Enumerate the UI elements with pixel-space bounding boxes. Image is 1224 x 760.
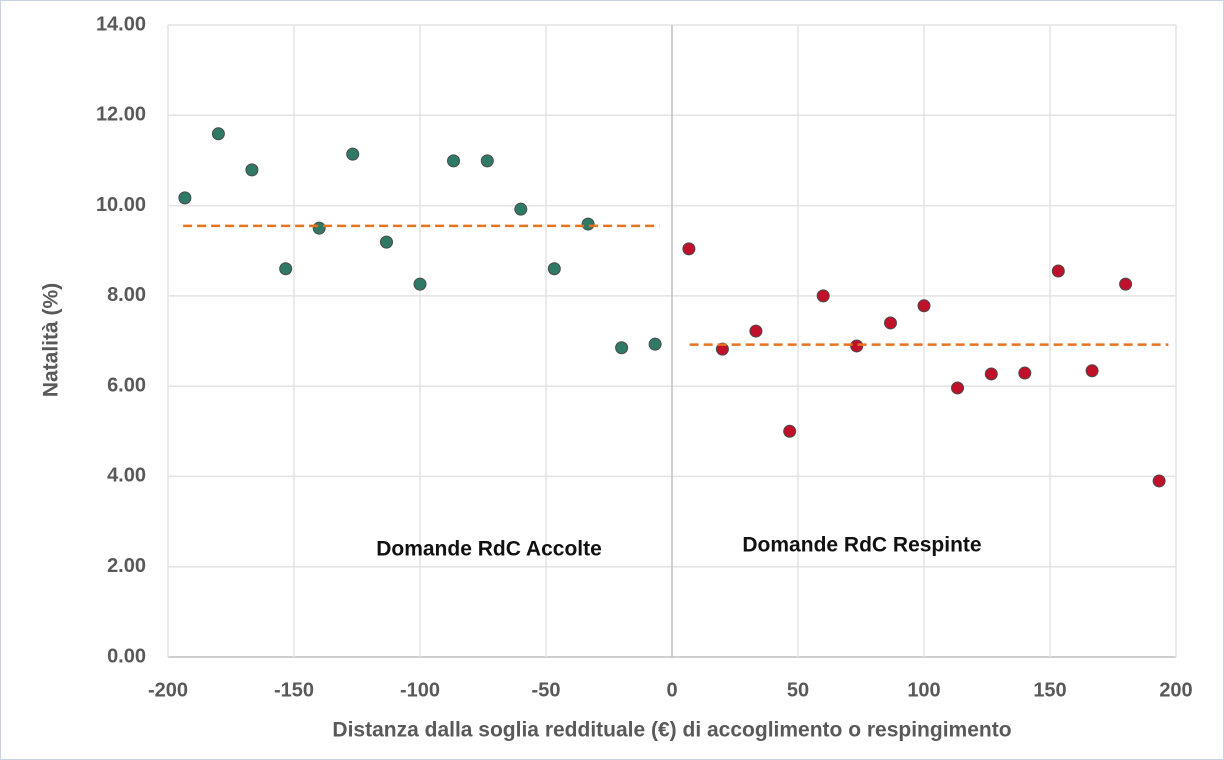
y-tick-label: 2.00 — [107, 555, 146, 577]
y-tick-label: 14.00 — [96, 13, 146, 35]
x-tick-label: 50 — [787, 679, 809, 701]
x-tick-label: -100 — [400, 679, 440, 701]
scatter-point — [413, 277, 427, 291]
x-tick-label: 0 — [666, 679, 677, 701]
scatter-point — [850, 339, 864, 353]
y-tick-label: 4.00 — [107, 465, 146, 487]
x-tick-label: 200 — [1159, 679, 1192, 701]
scatter-point — [480, 154, 494, 168]
scatter-point — [245, 163, 259, 177]
scatter-point — [1119, 277, 1133, 291]
annotation: Domande RdC Accolte — [376, 538, 602, 561]
x-tick-label: -50 — [532, 679, 561, 701]
y-tick-label: 8.00 — [107, 284, 146, 306]
scatter-point — [783, 424, 797, 438]
y-tick-label: 6.00 — [107, 374, 146, 396]
scatter-point — [312, 221, 326, 235]
annotation: Domande RdC Respinte — [742, 534, 981, 557]
y-tick-label: 10.00 — [96, 194, 146, 216]
scatter-point — [883, 316, 897, 330]
scatter-point — [547, 262, 561, 276]
scatter-point — [917, 299, 931, 313]
scatter-point — [715, 342, 729, 356]
x-tick-label: 150 — [1033, 679, 1066, 701]
scatter-point — [279, 262, 293, 276]
scatter-point — [648, 337, 662, 351]
scatter-point — [1051, 264, 1065, 278]
x-axis-title: Distanza dalla soglia reddituale (€) di … — [332, 719, 1011, 742]
scatter-point — [379, 235, 393, 249]
x-tick-label: -150 — [274, 679, 314, 701]
scatter-point — [211, 127, 225, 141]
x-tick-label: 100 — [907, 679, 940, 701]
scatter-point — [447, 154, 461, 168]
x-tick-label: -200 — [148, 679, 188, 701]
scatter-point — [1152, 474, 1166, 488]
scatter-point — [984, 367, 998, 381]
scatter-point — [178, 191, 192, 205]
scatter-point — [346, 147, 360, 161]
scatter-point — [615, 341, 629, 355]
scatter-point — [581, 217, 595, 231]
y-tick-label: 12.00 — [96, 104, 146, 126]
y-tick-label: 0.00 — [107, 645, 146, 667]
scatter-point — [749, 324, 763, 338]
scatter-point — [514, 202, 528, 216]
scatter-point — [951, 381, 965, 395]
scatter-point — [1018, 366, 1032, 380]
scatter-point — [1085, 364, 1099, 378]
scatter-point — [682, 242, 696, 256]
y-axis-title: Natalità (%) — [40, 283, 63, 397]
scatter-point — [816, 289, 830, 303]
